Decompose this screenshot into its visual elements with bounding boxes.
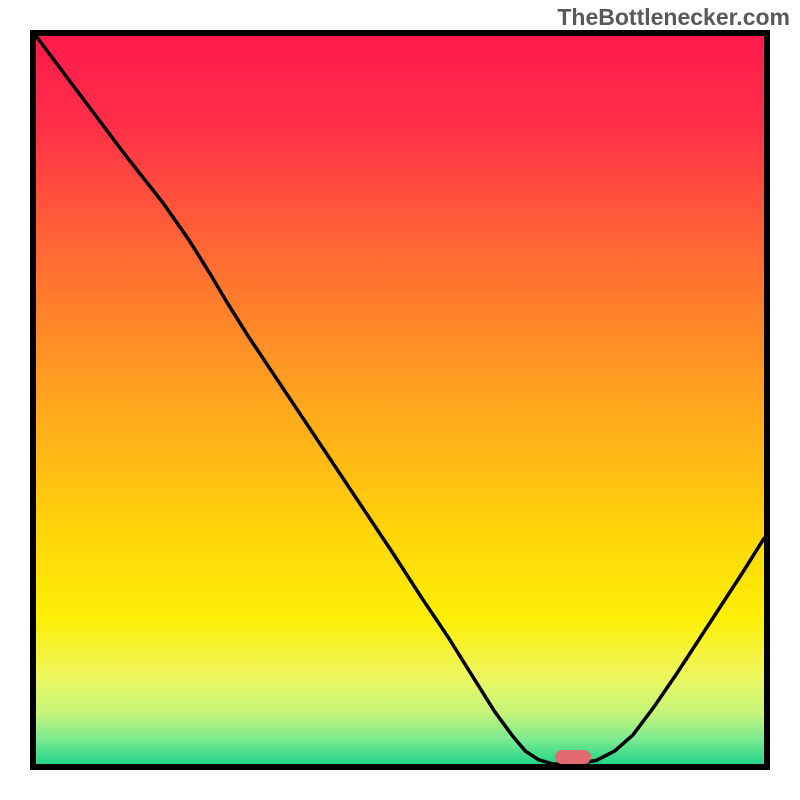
bottleneck-chart [30, 30, 770, 770]
optimal-point-marker [555, 750, 591, 764]
bottleneck-curve [36, 36, 764, 764]
chart-svg [36, 36, 764, 764]
watermark-text: TheBottlenecker.com [557, 4, 790, 31]
